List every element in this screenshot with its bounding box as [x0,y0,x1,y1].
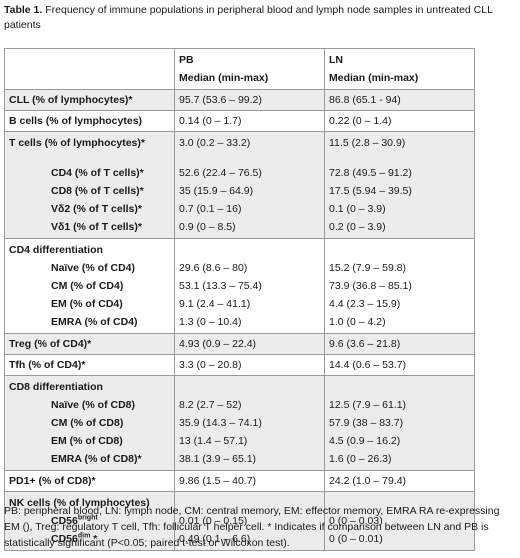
pb-value: 35 (15.9 – 64.9) [179,185,254,197]
sub-label: EM (% of CD8) [51,435,123,447]
ln-value: 73.9 (36.8 – 85.1) [329,280,412,292]
ln-value: 0 (0 – 0.01) [329,533,383,545]
table-caption: Table 1. Frequency of immune populations… [4,3,504,33]
ln-value: 9.6 (3.6 – 21.8) [324,333,475,355]
pb-value: 52.6 (22.4 – 76.5) [179,167,262,179]
sub-label: EMRA (% of CD8)* [51,453,142,465]
table-row-cd8-differentiation: CD8 differentiation Naïve (% of CD8) CM … [4,375,475,471]
ln-value: 0.22 (0 – 1.4) [324,110,475,132]
row-label: T cells (% of lymphocytes)* [9,137,145,149]
pb-value: 13 (1.4 – 57.1) [179,435,248,447]
caption-label: Table 1. [4,4,43,16]
pb-value: 0.14 (0 – 1.7) [174,110,325,132]
pb-value: 95.7 (53.6 – 99.2) [174,89,325,111]
pb-value-group: 29.6 (8.6 – 80) 53.1 (13.3 – 75.4) 9.1 (… [174,238,325,334]
pb-value: 35.9 (14.3 – 74.1) [179,417,262,429]
ln-value: 86.8 (65.1 - 94) [324,89,475,111]
immune-populations-table: PB Median (min-max) LN Median (min-max) CL… [4,48,475,551]
ln-value-group: 15.2 (7.9 – 59.8) 73.9 (36.8 – 85.1) 4.4… [324,238,475,334]
ln-value: 24.2 (1.0 – 79.4) [324,470,475,492]
sub-label: CD56dim * [51,532,98,546]
pb-value: 3.3 (0 – 20.8) [174,354,325,376]
ln-value: 4.4 (2.3 – 15.9) [329,298,401,310]
pb-value: 4.93 (0.9 – 22.4) [174,333,325,355]
pb-value: 0.7 (0.1 – 16) [179,203,242,215]
table-row-pd1: PD1+ (% of CD8)* 9.86 (1.5 – 40.7) 24.2 … [4,470,475,492]
sub-label: CD8 (% of T cells)* [51,185,144,197]
ln-value: 17.5 (5.94 – 39.5) [329,185,412,197]
pb-value: 29.6 (8.6 – 80) [179,262,248,274]
sub-label: CD56bright [51,514,98,528]
table-row-bcells: B cells (% of lymphocytes) 0.14 (0 – 1.7… [4,110,475,132]
sub-label: EMRA (% of CD4) [51,316,138,328]
row-label: NK cells (% of lymphocytes) [9,497,150,509]
sub-label: CD4 (% of T cells)* [51,167,144,179]
sub-label: EM (% of CD4) [51,298,123,310]
header-ln: LN Median (min-max) [324,48,475,90]
row-label: Tfh (% of CD4)* [4,354,175,376]
pb-value: 8.2 (2.7 – 52) [179,399,242,411]
pb-value: 53.1 (13.3 – 75.4) [179,280,262,292]
pb-value-group: 8.2 (2.7 – 52) 35.9 (14.3 – 74.1) 13 (1.… [174,375,325,471]
ln-value: 57.9 (38 – 83.7) [329,417,404,429]
sub-label: Vδ1 (% of T cells)* [51,221,142,233]
pb-value-group: 3.0 (0.2 – 33.2) 52.6 (22.4 – 76.5) 35 (… [174,131,325,239]
ln-value: 15.2 (7.9 – 59.8) [329,262,407,274]
table-row-tfh: Tfh (% of CD4)* 3.3 (0 – 20.8) 14.4 (0.6… [4,354,475,376]
ln-value-group: 0 (0 – 0.03) 0 (0 – 0.01) [324,491,475,551]
pb-value: 9.86 (1.5 – 40.7) [174,470,325,492]
row-label-group: NK cells (% of lymphocytes) CD56bright C… [4,491,175,551]
row-label: CD8 differentiation [9,381,103,393]
sub-label: Naïve (% of CD8) [51,399,136,411]
ln-value-group: 11.5 (2.8 – 30.9) 72.8 (49.5 – 91.2) 17.… [324,131,475,239]
row-label: Treg (% of CD4)* [4,333,175,355]
pb-value: 1.3 (0 – 10.4) [179,316,242,328]
table-row-nk-cells: NK cells (% of lymphocytes) CD56bright C… [4,491,475,551]
pb-value: 3.0 (0.2 – 33.2) [179,137,251,149]
header-empty-cell [4,48,175,90]
pb-value: 0.49 (0.1 – 6.6) [179,533,251,545]
table-row-treg: Treg (% of CD4)* 4.93 (0.9 – 22.4) 9.6 (… [4,333,475,355]
ln-value: 12.5 (7.9 – 61.1) [329,399,407,411]
row-label: B cells (% of lymphocytes) [4,110,175,132]
row-label: CD4 differentiation [9,244,103,256]
ln-value: 0.1 (0 – 3.9) [329,203,386,215]
pb-value: 38.1 (3.9 – 65.1) [179,453,257,465]
pb-value: 9.1 (2.4 – 41.1) [179,298,251,310]
row-label-group: CD4 differentiation Naïve (% of CD4) CM … [4,238,175,334]
row-label: CLL (% of lymphocytes)* [4,89,175,111]
ln-value: 0 (0 – 0.03) [329,515,383,527]
pb-value: 0.01 (0 – 0.15) [179,515,248,527]
pb-value: 0.9 (0 – 8.5) [179,221,236,233]
row-label-group: T cells (% of lymphocytes)* CD4 (% of T … [4,131,175,239]
sub-label: Vδ2 (% of T cells)* [51,203,142,215]
ln-value: 1.6 (0 – 26.3) [329,453,392,465]
ln-value: 1.0 (0 – 4.2) [329,316,386,328]
pb-value-group: 0.01 (0 – 0.15) 0.49 (0.1 – 6.6) [174,491,325,551]
table-footnote: PB: peripheral blood, LN: lymph node, CM… [4,505,500,549]
ln-value: 11.5 (2.8 – 30.9) [329,137,406,149]
ln-value: 4.5 (0.9 – 16.2) [329,435,401,447]
sub-label: CM (% of CD8) [51,417,124,429]
ln-value: 72.8 (49.5 – 91.2) [329,167,412,179]
table-row-tcells: T cells (% of lymphocytes)* CD4 (% of T … [4,131,475,239]
ln-value: 0.2 (0 – 3.9) [329,221,386,233]
row-label: PD1+ (% of CD8)* [4,470,175,492]
sub-label: CM (% of CD4) [51,280,124,292]
ln-value: 14.4 (0.6 – 53.7) [324,354,475,376]
ln-value-group: 12.5 (7.9 – 61.1) 57.9 (38 – 83.7) 4.5 (… [324,375,475,471]
table-row-cll: CLL (% of lymphocytes)* 95.7 (53.6 – 99.… [4,89,475,111]
row-label-group: CD8 differentiation Naïve (% of CD8) CM … [4,375,175,471]
caption-text: Frequency of immune populations in perip… [4,4,493,31]
sub-label: Naïve (% of CD4) [51,262,136,274]
header-pb: PB Median (min-max) [174,48,325,90]
header-row: PB Median (min-max) LN Median (min-max) [4,48,475,90]
table-row-cd4-differentiation: CD4 differentiation Naïve (% of CD4) CM … [4,238,475,334]
